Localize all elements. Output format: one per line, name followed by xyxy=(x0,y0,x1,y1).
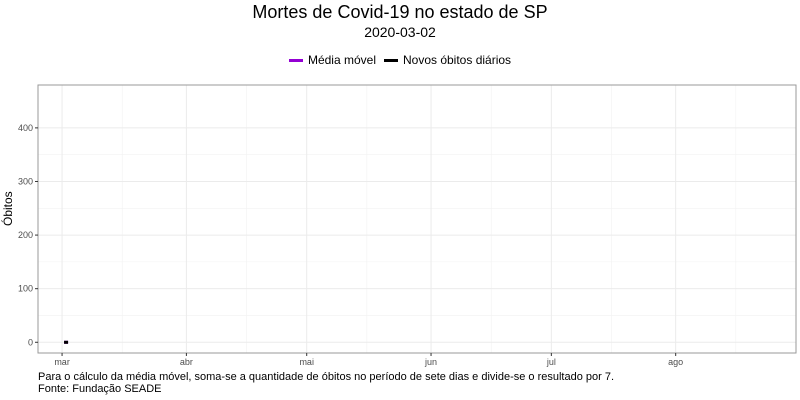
x-tick-label: mai xyxy=(299,357,314,367)
caption-source: Fonte: Fundação SEADE xyxy=(38,383,162,395)
x-tick-label: jul xyxy=(546,357,556,367)
caption: Para o cálculo da média móvel, soma-se a… xyxy=(38,371,614,395)
x-tick-label: ago xyxy=(668,357,683,367)
y-tick-label: 400 xyxy=(18,123,33,133)
legend-label-media-movel: Média móvel xyxy=(307,53,376,67)
legend-key-novos-obitos xyxy=(383,58,398,62)
y-tick-label: 100 xyxy=(18,284,33,294)
chart-title: Mortes de Covid-19 no estado de SP xyxy=(252,2,548,22)
y-tick-label: 0 xyxy=(28,337,33,347)
chart-subtitle: 2020-03-02 xyxy=(364,24,436,40)
legend-label-novos-obitos: Novos óbitos diários xyxy=(402,53,512,67)
y-tick-label: 300 xyxy=(18,176,33,186)
legend: Média móvel Novos óbitos diários xyxy=(0,53,800,67)
y-tick-label: 200 xyxy=(18,230,33,240)
plot-border xyxy=(37,84,797,354)
caption-note: Para o cálculo da média móvel, soma-se a… xyxy=(38,371,615,383)
x-tick-label: abr xyxy=(180,357,193,367)
legend-item-novos-obitos: Novos óbitos diários xyxy=(383,53,512,67)
x-tick-label: jun xyxy=(424,357,437,367)
x-tick-label: mar xyxy=(54,357,70,367)
legend-key-media-movel xyxy=(288,58,303,62)
legend-item-media-movel: Média móvel xyxy=(288,53,376,67)
